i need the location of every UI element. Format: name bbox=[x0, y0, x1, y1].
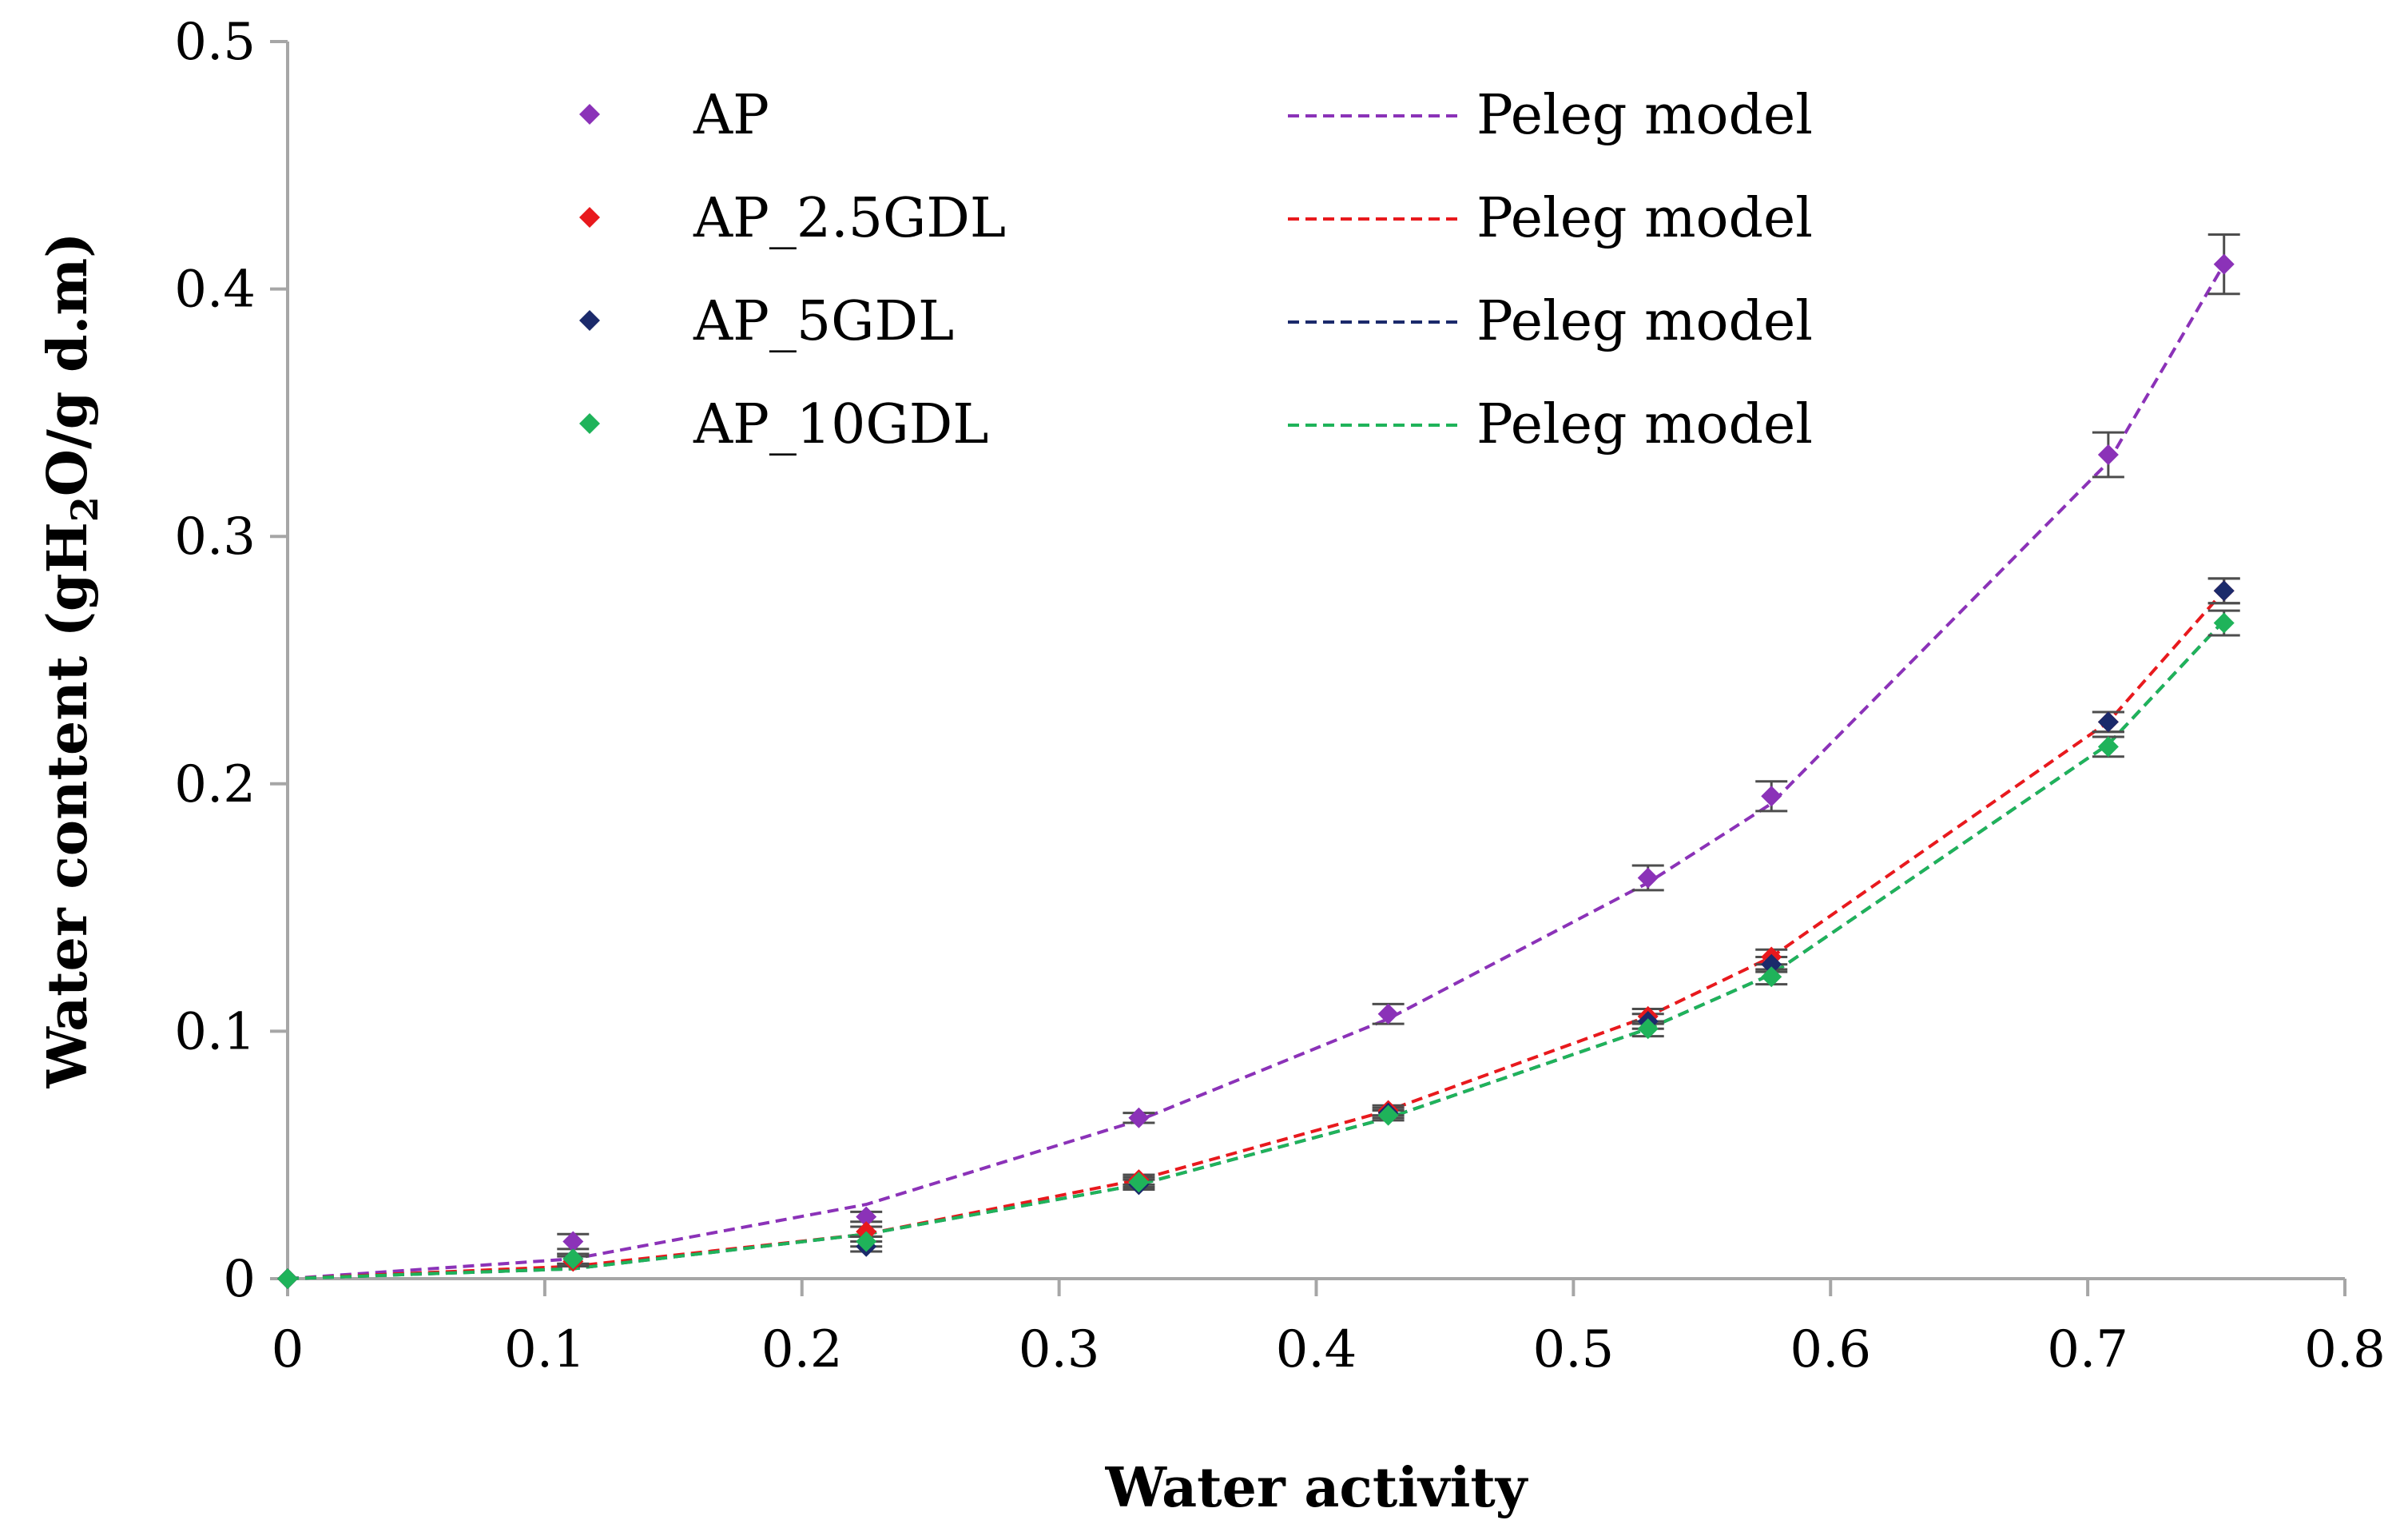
y-tick-label: 0.5 bbox=[174, 13, 256, 72]
y-axis-title-subscript: 2 bbox=[63, 496, 106, 522]
x-tick-label: 0.3 bbox=[1019, 1320, 1100, 1379]
y-tick-label: 0 bbox=[223, 1250, 256, 1309]
y-tick-label: 0.4 bbox=[174, 261, 256, 320]
data-point bbox=[2097, 444, 2119, 466]
y-axis-title-main: Water content (gH bbox=[36, 522, 100, 1088]
legend-model-label: Peleg model bbox=[1476, 290, 1813, 353]
data-point bbox=[856, 1206, 877, 1228]
model-line-ap bbox=[287, 263, 2226, 1280]
legend-label: AP bbox=[693, 84, 769, 147]
x-tick-label: 0.7 bbox=[2047, 1320, 2128, 1379]
data-point bbox=[277, 1268, 298, 1289]
data-point bbox=[1128, 1107, 1150, 1128]
data-point bbox=[856, 1231, 877, 1252]
legend-label: AP_10GDL bbox=[693, 393, 988, 456]
data-point bbox=[2213, 580, 2235, 602]
legend-model-label: Peleg model bbox=[1476, 187, 1813, 250]
data-point bbox=[1128, 1172, 1150, 1193]
model-lines bbox=[287, 263, 2226, 1280]
legend-marker bbox=[579, 310, 600, 331]
legend-marker bbox=[579, 104, 600, 125]
data-markers bbox=[277, 253, 2235, 1289]
series-ap-5gdl bbox=[277, 580, 2235, 1289]
legend-entry: AP_5GDL Peleg model bbox=[579, 290, 1813, 353]
x-axis-title: Water activity bbox=[1105, 1456, 1529, 1520]
data-point bbox=[1377, 1104, 1399, 1126]
data-point bbox=[2097, 736, 2119, 758]
data-point bbox=[2097, 711, 2119, 733]
series-ap bbox=[277, 253, 2235, 1289]
legend-entry: AP_2.5GDL Peleg model bbox=[579, 187, 1813, 250]
data-point bbox=[1637, 1018, 1659, 1040]
data-point bbox=[562, 1248, 584, 1270]
data-point bbox=[1761, 966, 1782, 988]
x-tick-labels: 0 0.1 0.2 0.3 0.4 0.5 0.6 0.7 0.8 bbox=[272, 1320, 2386, 1379]
y-tick-labels: 0 0.1 0.2 0.3 0.4 0.5 bbox=[174, 13, 256, 1309]
legend-model-label: Peleg model bbox=[1476, 84, 1813, 147]
legend-model-label: Peleg model bbox=[1476, 393, 1813, 456]
data-point bbox=[1761, 953, 1782, 975]
y-tick-label: 0.2 bbox=[174, 755, 256, 814]
series-ap-10gdl bbox=[277, 612, 2235, 1289]
legend-entry: AP Peleg model bbox=[579, 84, 1813, 147]
data-point bbox=[1637, 867, 1659, 889]
series-ap-2-5gdl bbox=[277, 580, 2235, 1289]
x-tick-label: 0.2 bbox=[761, 1320, 843, 1379]
model-line-ap-2-5gdl bbox=[287, 589, 2226, 1280]
legend-entry: AP_10GDL Peleg model bbox=[579, 393, 1813, 456]
x-tick-label: 0.5 bbox=[1532, 1320, 1614, 1379]
data-point bbox=[562, 1231, 584, 1252]
x-tick-label: 0.1 bbox=[504, 1320, 586, 1379]
legend-label: AP_2.5GDL bbox=[693, 187, 1006, 250]
axes bbox=[270, 40, 2346, 1296]
x-tick-label: 0 bbox=[272, 1320, 304, 1379]
legend-marker bbox=[579, 207, 600, 228]
legend-label: AP_5GDL bbox=[693, 290, 954, 353]
legend-marker bbox=[579, 413, 600, 434]
y-tick-label: 0.1 bbox=[174, 1002, 256, 1061]
x-tick-label: 0.4 bbox=[1276, 1320, 1357, 1379]
data-point bbox=[2213, 253, 2235, 275]
y-tick-label: 0.3 bbox=[174, 507, 256, 567]
data-point bbox=[1377, 1003, 1399, 1025]
model-line-ap-5gdl bbox=[287, 619, 2226, 1280]
model-line-ap-10gdl bbox=[287, 619, 2226, 1280]
error-bars bbox=[557, 233, 2240, 1268]
x-tick-label: 0.8 bbox=[2304, 1320, 2386, 1379]
y-axis-title: Water content (gH2O/g d.m) bbox=[36, 233, 106, 1089]
data-point bbox=[2213, 612, 2235, 634]
x-tick-label: 0.6 bbox=[1790, 1320, 1871, 1379]
y-axis-title-tail: O/g d.m) bbox=[36, 233, 100, 497]
data-point bbox=[1761, 786, 1782, 807]
